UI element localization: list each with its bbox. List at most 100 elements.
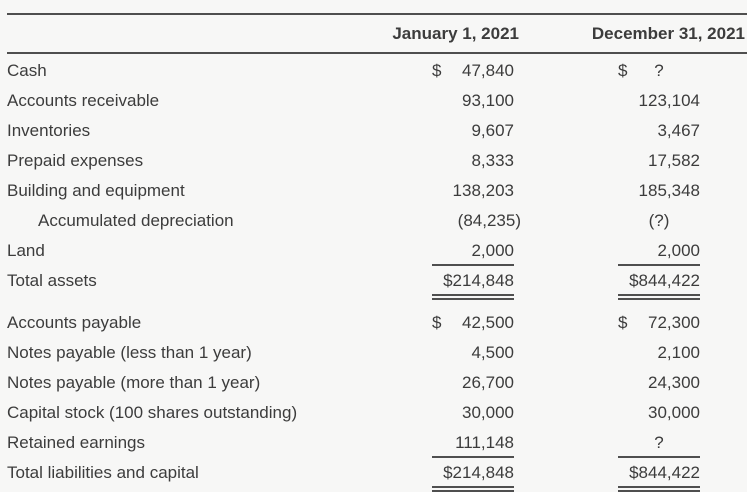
amount-value: $214,848	[443, 271, 514, 290]
cell-december: 2,100	[519, 343, 747, 364]
table-row: Accounts receivable 93,100 123,104	[0, 86, 747, 116]
amount-december: $ 72,300	[618, 313, 700, 334]
cell-january: (84,235)	[389, 211, 521, 232]
cell-december: 24,300	[519, 373, 747, 394]
amount-december: 185,348	[618, 181, 700, 202]
cell-january: $ 47,840	[389, 61, 519, 82]
table-row: Total liabilities and capital $214,848 $…	[0, 458, 747, 492]
amount-january: 9,607	[432, 121, 514, 142]
row-label: Retained earnings	[7, 433, 145, 452]
dollar-sign: $	[432, 60, 442, 80]
cell-january: $214,848	[389, 463, 519, 492]
row-label: Accumulated depreciation	[38, 211, 234, 230]
amount-december: 3,467	[618, 121, 700, 142]
amount-value: 138,203	[452, 180, 514, 200]
amount-value: (84,235)	[457, 210, 521, 230]
amount-december: $ ?	[618, 61, 700, 82]
amount-value: 30,000	[462, 402, 514, 422]
amount-january: 93,100	[432, 91, 514, 112]
amount-january: 2,000	[432, 241, 514, 266]
table-row: Notes payable (more than 1 year) 26,700 …	[0, 368, 747, 398]
amount-january: 111,148	[432, 433, 514, 458]
amount-value: 8,333	[471, 150, 514, 170]
table-row: Building and equipment 138,203 185,348	[0, 176, 747, 206]
amount-value: $214,848	[443, 463, 514, 482]
amount-january: 138,203	[432, 181, 514, 202]
amount-january: 30,000	[432, 403, 514, 424]
table-row: Cash $ 47,840 $ ?	[0, 56, 747, 86]
cell-january: $214,848	[389, 271, 519, 300]
amount-december: $844,422	[618, 463, 700, 492]
amount-value: 4,500	[471, 342, 514, 362]
row-label: Prepaid expenses	[7, 151, 144, 170]
cell-december: 2,000	[519, 241, 747, 266]
amount-december: 123,104	[618, 91, 700, 112]
amount-january: 26,700	[432, 373, 514, 394]
table-header: January 1, 2021 December 31, 2021	[0, 15, 747, 52]
amount-january: $ 42,500	[432, 313, 514, 334]
cell-december: $844,422	[519, 271, 747, 300]
amount-january: 4,500	[432, 343, 514, 364]
table-row: Accounts payable $ 42,500 $ 72,300	[0, 308, 747, 338]
cell-january: 2,000	[389, 241, 519, 266]
cell-december: 123,104	[519, 91, 747, 112]
amount-december: 17,582	[618, 151, 700, 172]
amount-december: 30,000	[618, 403, 700, 424]
dollar-sign: $	[618, 60, 628, 80]
amount-january: $214,848	[432, 271, 514, 300]
amount-value: (?)	[648, 210, 670, 230]
cell-january: 8,333	[389, 151, 519, 172]
header-bottom-rule	[7, 52, 747, 54]
amount-december: 2,000	[618, 241, 700, 266]
cell-january: $ 42,500	[389, 313, 519, 334]
amount-value: 2,000	[657, 241, 700, 260]
table-row: Capital stock (100 shares outstanding) 3…	[0, 398, 747, 428]
row-label: Total assets	[7, 271, 97, 290]
cell-december: 17,582	[519, 151, 747, 172]
cell-december: $844,422	[519, 463, 747, 492]
amount-value: 2,000	[471, 241, 514, 260]
cell-january: 138,203	[389, 181, 519, 202]
row-label: Notes payable (more than 1 year)	[7, 373, 261, 392]
cell-december: 30,000	[519, 403, 747, 424]
amount-january: $ 47,840	[432, 61, 514, 82]
cell-december: (?)	[519, 211, 747, 232]
cell-december: ?	[519, 433, 747, 458]
amount-value: 123,104	[638, 90, 700, 110]
amount-value: ?	[654, 60, 664, 80]
amount-value: $844,422	[629, 271, 700, 290]
row-label: Inventories	[7, 121, 91, 140]
row-label: Notes payable (less than 1 year)	[7, 343, 252, 362]
amount-value: 72,300	[648, 312, 700, 332]
amount-january: 8,333	[432, 151, 514, 172]
column-header-december: December 31, 2021	[591, 23, 745, 43]
amount-value: ?	[654, 433, 664, 452]
amount-december: $844,422	[618, 271, 700, 300]
amount-value: 30,000	[648, 402, 700, 422]
table-row: Accumulated depreciation (84,235) (?)	[0, 206, 747, 236]
cell-december: $ ?	[519, 61, 747, 82]
cell-december: 185,348	[519, 181, 747, 202]
top-rule	[7, 13, 747, 15]
cell-january: 30,000	[389, 403, 519, 424]
dollar-sign: $	[618, 312, 628, 332]
amount-january: (84,235)	[432, 211, 521, 232]
amount-value: 111,148	[455, 433, 514, 452]
amount-december: 2,100	[618, 343, 700, 364]
cell-december: $ 72,300	[519, 313, 747, 334]
cell-january: 4,500	[389, 343, 519, 364]
amount-december: 24,300	[618, 373, 700, 394]
cell-january: 111,148	[389, 433, 519, 458]
table-body: Cash $ 47,840 $ ? Accounts receivable 93…	[0, 56, 747, 492]
amount-value: 185,348	[638, 180, 700, 200]
table-row: Total assets $214,848 $844,422	[0, 266, 747, 300]
amount-value: 47,840	[462, 60, 514, 80]
amount-december: ?	[618, 433, 700, 458]
row-label: Capital stock (100 shares outstanding)	[7, 403, 298, 422]
dollar-sign: $	[432, 312, 442, 332]
table-row: Land 2,000 2,000	[0, 236, 747, 266]
amount-december: (?)	[618, 211, 700, 232]
row-label: Accounts payable	[7, 313, 142, 332]
cell-january: 26,700	[389, 373, 519, 394]
